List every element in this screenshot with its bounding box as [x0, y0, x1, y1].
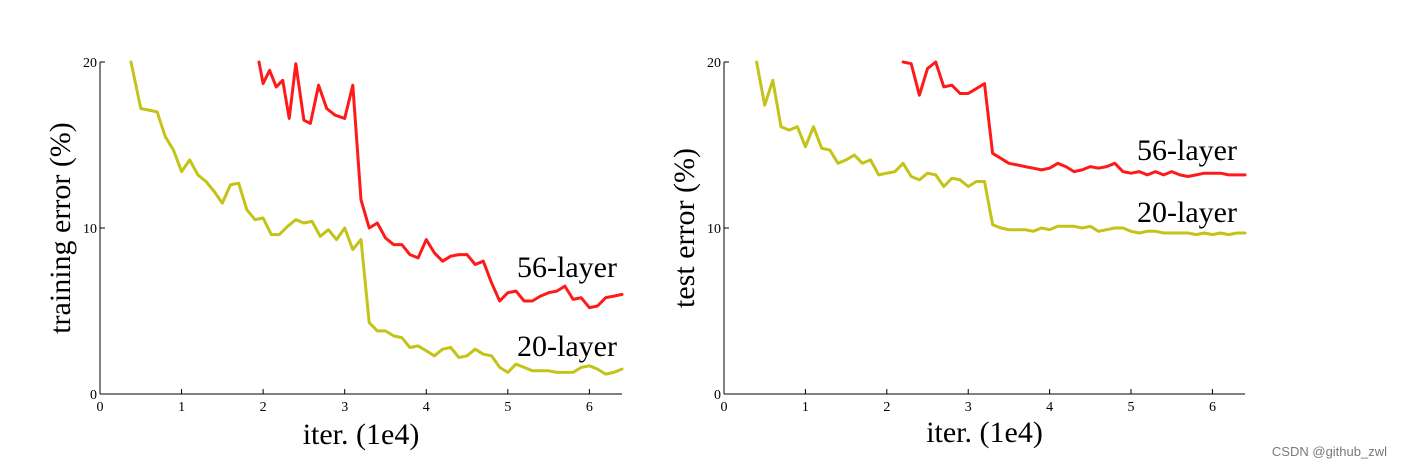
chart2-x-tick-label: 6 [1209, 400, 1216, 415]
chart1-series-label-56-layer: 56-layer [517, 251, 617, 284]
chart1-series-56-layer-line [257, 60, 624, 310]
chart2-series-20-layer-line [755, 60, 1247, 237]
chart1-x-tick-label: 5 [504, 400, 511, 415]
chart1-series-label-20-layer: 20-layer [517, 330, 617, 363]
chart2-x-tick-label: 5 [1128, 400, 1135, 415]
chart1-x-tick-label: 6 [586, 400, 593, 415]
chart2-y-tick-label: 20 [707, 56, 721, 71]
chart2-x-tick-label: 1 [802, 400, 809, 415]
chart1-x-tick-label: 3 [341, 400, 348, 415]
chart2-x-tick-label: 3 [965, 400, 972, 415]
chart1-y-axis-label: training error (%) [44, 122, 77, 334]
chart2-series-56-layer-line [901, 60, 1247, 178]
chart2-series-label-20-layer: 20-layer [1137, 196, 1237, 229]
chart2-x-tick-label: 0 [721, 400, 728, 415]
chart1-x-tick-label: 1 [178, 400, 185, 415]
chart1-y-tick-label: 20 [83, 56, 97, 71]
chart1-y-tick-label: 0 [90, 388, 97, 403]
chart2-y-axis-label: test error (%) [668, 148, 701, 308]
chart2-series-label-56-layer: 56-layer [1137, 134, 1237, 167]
watermark: CSDN @github_zwl [1271, 444, 1387, 459]
chart2-x-axis-label: iter. (1e4) [926, 416, 1043, 449]
chart2-x-tick-label: 2 [883, 400, 890, 415]
chart2-y-tick-label: 10 [707, 222, 721, 237]
chart1-x-tick-label: 0 [97, 400, 104, 415]
chart1-x-axis-label: iter. (1e4) [303, 418, 420, 451]
chart1-series-20-layer-line [129, 60, 624, 376]
chart1-x-tick-label: 4 [423, 400, 430, 415]
chart2-x-tick-label: 4 [1046, 400, 1053, 415]
chart1-y-tick-label: 10 [83, 222, 97, 237]
chart1-x-tick-label: 2 [260, 400, 267, 415]
chart2-y-tick-label: 0 [714, 388, 721, 403]
